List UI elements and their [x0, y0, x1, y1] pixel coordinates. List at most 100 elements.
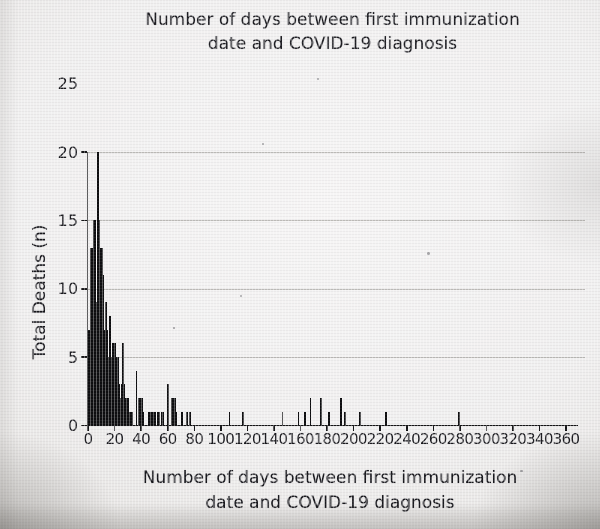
y-gridline — [88, 220, 585, 222]
x-tick-label: 0 — [83, 430, 94, 448]
histogram-bar — [304, 411, 307, 426]
x-tick — [565, 425, 567, 431]
histogram-bar — [98, 220, 101, 426]
histogram-bar — [186, 411, 188, 426]
histogram-bar — [228, 411, 231, 426]
histogram-bar — [118, 384, 121, 426]
x-tick — [140, 425, 142, 431]
y-tick-label: 15 — [57, 210, 78, 230]
x-tick — [432, 425, 435, 431]
histogram-bar — [89, 329, 91, 426]
x-tick — [273, 425, 275, 431]
x-tick — [220, 425, 222, 431]
dust-speck — [262, 143, 264, 145]
chart-title: Number of days between first immunizatio… — [60, 8, 600, 56]
histogram-bar — [328, 411, 330, 426]
histogram-bar — [152, 411, 155, 426]
x-axis-spine — [86, 424, 578, 427]
x-tick-label: 340 — [526, 430, 553, 448]
histogram-bar — [172, 398, 175, 426]
histogram-bar — [340, 398, 342, 426]
histogram-bar — [147, 411, 150, 426]
histogram-bar — [142, 411, 145, 426]
histogram-bar — [320, 398, 322, 426]
histogram-bar — [94, 220, 97, 426]
histogram-bar — [103, 329, 106, 426]
histogram-bar — [87, 329, 90, 426]
histogram-bar — [171, 398, 174, 426]
histogram-bar — [162, 411, 164, 426]
histogram-bar — [102, 275, 105, 426]
histogram-bar — [138, 398, 141, 426]
x-tick — [193, 425, 196, 431]
histogram-bar — [107, 357, 110, 426]
x-tick — [326, 425, 328, 431]
histogram-bar — [158, 411, 160, 426]
chart-title-line2: date and COVID-19 diagnosis — [207, 34, 458, 54]
histogram-bar — [114, 343, 117, 426]
y-gridline — [88, 357, 585, 359]
y-tick-label: 5 — [67, 347, 78, 367]
histogram-bar — [135, 370, 138, 426]
x-tick-label: 240 — [393, 430, 421, 448]
histogram-bar — [126, 398, 129, 426]
histogram-bar — [105, 302, 107, 426]
histogram-bar — [95, 302, 98, 426]
histogram-bar — [131, 411, 134, 426]
histogram-bar — [101, 247, 103, 426]
x-tick — [113, 425, 116, 431]
histogram-bar — [106, 329, 109, 426]
histogram-bar — [90, 247, 93, 426]
x-tick-label: 140 — [260, 430, 288, 448]
histogram-bar — [385, 411, 388, 426]
dust-speck — [427, 252, 430, 255]
y-tick-label: 25 — [57, 74, 78, 94]
y-tick — [80, 288, 87, 290]
x-tick-label: 220 — [366, 430, 394, 448]
histogram-bar — [111, 343, 114, 426]
y-tick-label: 10 — [57, 279, 78, 299]
y-tick — [80, 424, 87, 427]
x-tick — [166, 425, 169, 431]
histogram-bar — [458, 411, 461, 426]
histogram-bar — [154, 411, 156, 426]
x-tick-label: 360 — [552, 430, 580, 448]
dust-speck — [240, 295, 242, 297]
histogram-bar — [344, 411, 346, 426]
y-tick — [80, 356, 87, 359]
histogram-bar — [309, 398, 312, 426]
histogram-bar — [97, 152, 99, 426]
x-tick-label: 180 — [313, 430, 341, 448]
x-tick-label: 200 — [340, 430, 368, 448]
x-tick — [352, 425, 355, 431]
histogram-bar — [174, 398, 176, 426]
histogram-bar — [241, 411, 244, 426]
x-axis-label-line1: Number of days between first immunizatio… — [142, 468, 518, 488]
histogram-bar — [281, 411, 284, 426]
histogram-bar — [160, 411, 163, 426]
x-tick — [485, 425, 488, 431]
histogram-bar — [124, 398, 127, 426]
y-tick-label: 0 — [67, 416, 78, 435]
x-tick — [459, 425, 461, 431]
histogram-bar — [115, 357, 118, 426]
x-axis-label: Number of days between first immunizatio… — [55, 466, 600, 516]
histogram-bar — [123, 384, 126, 426]
x-tick-label: 20 — [105, 430, 124, 448]
histogram-bar — [113, 343, 115, 426]
y-tick — [80, 219, 87, 222]
histogram-bar — [121, 384, 123, 426]
x-tick-label: 80 — [185, 430, 204, 448]
y-gridline — [88, 288, 585, 290]
histogram-bar — [297, 411, 300, 426]
histogram-bar — [151, 411, 154, 426]
histogram-bar — [150, 411, 152, 426]
histogram-bar — [91, 247, 94, 426]
x-tick — [299, 425, 302, 431]
histogram-bar — [127, 398, 130, 426]
x-tick-label: 40 — [132, 430, 151, 448]
x-tick — [512, 425, 514, 431]
histogram-bar — [188, 411, 191, 426]
histogram-bar — [117, 357, 119, 426]
